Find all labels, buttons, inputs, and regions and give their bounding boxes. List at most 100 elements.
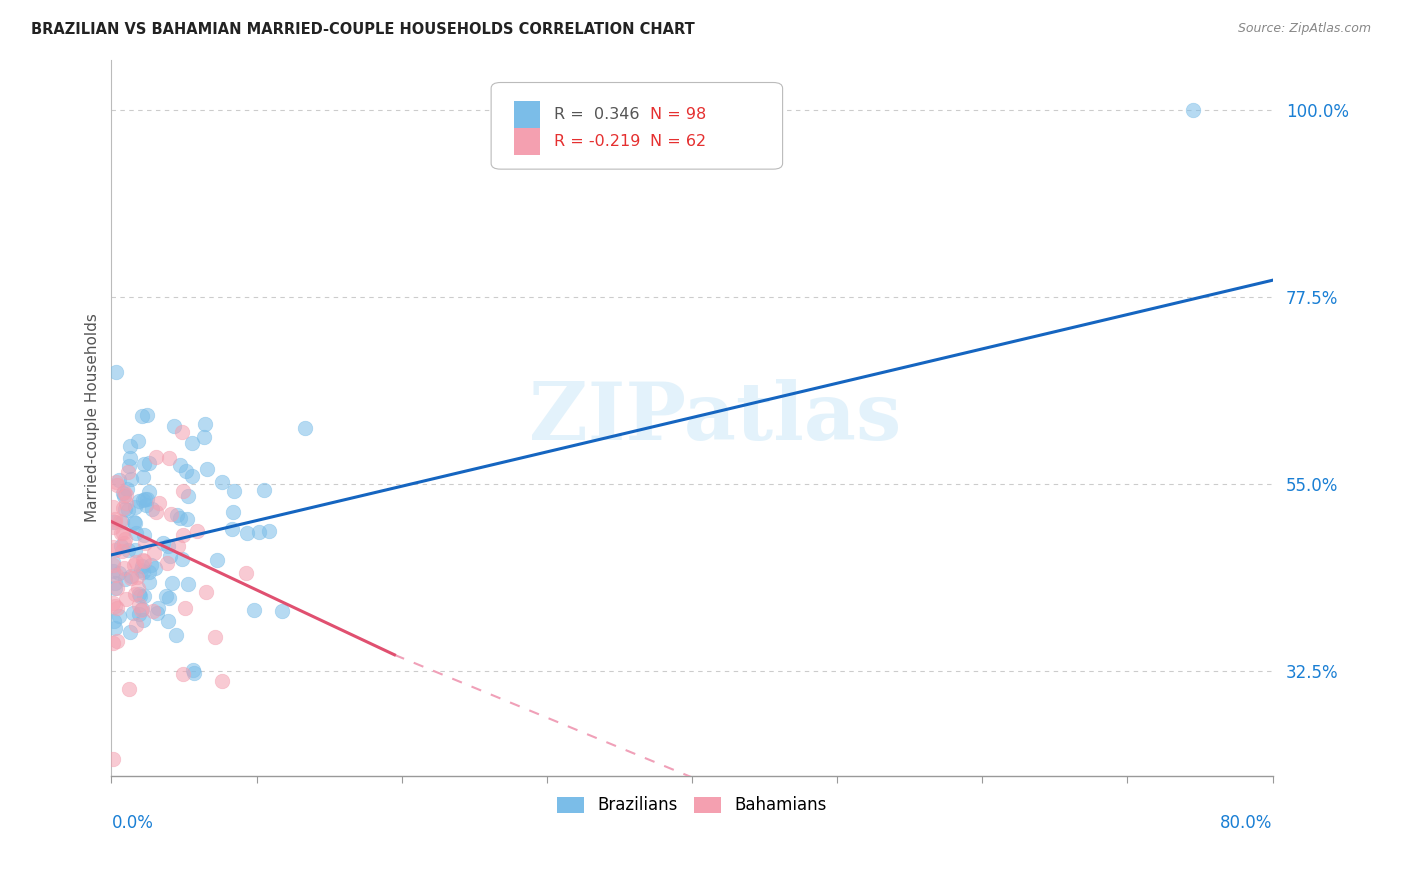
Point [125,555,148,569]
Point [173,601,195,615]
Point [128,598,150,612]
Point [124,618,146,632]
Text: BRAZILIAN VS BAHAMIAN MARRIED-COUPLE HOUSEHOLDS CORRELATION CHART: BRAZILIAN VS BAHAMIAN MARRIED-COUPLE HOU… [31,22,695,37]
Point [163,419,186,434]
Point [159,549,181,564]
Text: 0.0%: 0.0% [111,814,153,832]
Point [103,500,125,514]
Point [104,621,127,635]
Point [114,502,136,516]
Point [222,505,245,519]
Point [110,539,132,553]
Point [103,752,125,766]
Point [124,558,146,573]
Point [129,602,152,616]
Point [117,482,139,496]
Point [169,511,191,525]
Point [132,614,155,628]
Point [143,561,166,575]
Point [152,536,174,550]
Text: 80.0%: 80.0% [1220,814,1272,832]
Point [156,539,179,553]
Point [120,625,142,640]
Point [131,470,153,484]
Point [122,516,145,530]
Point [104,515,127,529]
Point [112,484,135,499]
Point [259,524,281,538]
Point [105,568,128,582]
Point [167,539,190,553]
Point [124,500,146,514]
Point [101,555,124,569]
Point [101,541,124,555]
Point [114,488,136,502]
Point [115,591,138,606]
Point [121,606,143,620]
Point [117,465,139,479]
Point [170,425,193,439]
Text: Source: ZipAtlas.com: Source: ZipAtlas.com [1237,22,1371,36]
Point [211,475,233,490]
Point [132,553,155,567]
Point [177,577,200,591]
Point [111,525,134,540]
Point [156,556,179,570]
Point [135,491,157,506]
Point [128,589,150,603]
Point [138,575,160,590]
Point [120,471,142,485]
Point [1181,103,1204,117]
Point [157,614,180,628]
Point [124,543,146,558]
Point [181,663,204,677]
Point [104,576,127,591]
Point [128,587,150,601]
Text: N = 62: N = 62 [650,134,706,149]
Point [107,609,129,624]
Point [127,570,149,584]
Point [177,490,200,504]
Point [117,542,139,557]
Point [193,429,215,443]
Point [134,457,156,471]
Point [169,458,191,472]
Point [157,591,180,606]
Point [114,572,136,586]
Point [134,554,156,568]
Point [120,569,142,583]
Text: R = -0.219: R = -0.219 [554,134,655,149]
Point [101,636,124,650]
Point [172,528,194,542]
Point [112,536,135,550]
Point [131,409,153,424]
Point [132,528,155,542]
Point [145,450,167,465]
Legend: Brazilians, Bahamians: Brazilians, Bahamians [551,789,834,821]
Point [142,604,165,618]
Y-axis label: Married-couple Households: Married-couple Households [86,313,100,522]
Text: R =  0.346: R = 0.346 [554,107,655,122]
Point [101,564,124,578]
Point [221,522,243,536]
Point [104,542,127,557]
Point [101,520,124,534]
FancyBboxPatch shape [491,82,783,169]
Point [105,475,128,490]
Point [128,494,150,508]
Point [118,450,141,465]
Point [253,483,276,498]
Point [148,496,170,510]
Point [118,681,141,696]
Point [207,553,229,567]
Point [110,514,132,528]
Point [108,473,131,487]
Point [173,484,195,499]
Point [103,512,125,526]
Point [157,450,180,465]
Point [132,493,155,508]
Point [138,456,160,470]
Point [195,462,218,476]
Point [141,502,163,516]
Point [166,508,188,522]
